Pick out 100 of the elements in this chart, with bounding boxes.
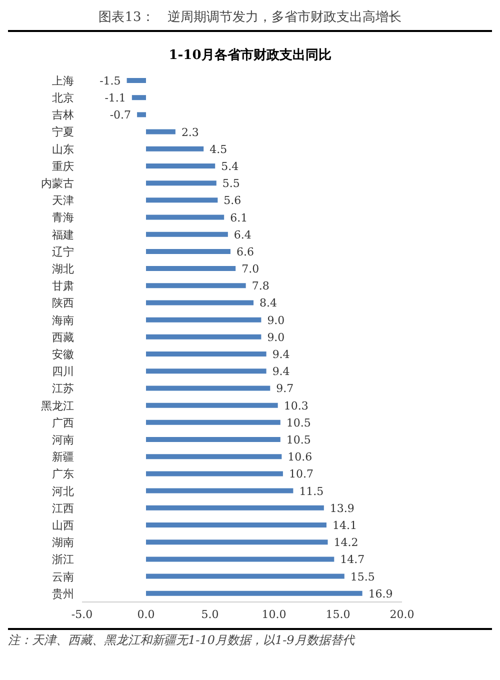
data-label: 5.6 xyxy=(224,194,242,208)
data-label: 5.5 xyxy=(222,177,240,190)
data-label: 9.7 xyxy=(276,382,294,396)
data-label: 4.5 xyxy=(210,142,228,156)
y-tick-label: 安徽 xyxy=(52,348,74,361)
bar xyxy=(146,556,334,562)
y-tick-label: 新疆 xyxy=(52,450,74,464)
data-label: 6.6 xyxy=(236,245,254,258)
data-label: 5.4 xyxy=(221,160,239,173)
data-label: 9.0 xyxy=(267,314,285,327)
y-tick-label: 山西 xyxy=(52,518,74,532)
y-tick-label: 吉林 xyxy=(52,108,74,122)
y-tick-label: 重庆 xyxy=(52,160,74,173)
x-tick-label: 10.0 xyxy=(262,608,286,621)
y-tick-label: 西藏 xyxy=(52,330,74,344)
data-label: 13.9 xyxy=(330,502,354,515)
data-label: 7.0 xyxy=(242,262,260,276)
bar xyxy=(146,248,230,254)
bar xyxy=(146,317,262,322)
text: 注：天津、西藏、黑龙江和新疆无1-10月数据，以1-9月数据替代 xyxy=(8,632,356,649)
y-tick-label: 四川 xyxy=(52,365,74,378)
y-tick-label: 天津 xyxy=(52,194,74,208)
y-tick-label: 陕西 xyxy=(52,296,74,310)
data-label: 10.5 xyxy=(286,416,311,430)
x-tick-label: 0.0 xyxy=(137,608,155,621)
y-tick-label: 湖南 xyxy=(52,536,74,550)
data-label: 2.3 xyxy=(181,126,199,139)
y-tick-label: 河南 xyxy=(52,433,74,446)
data-label: 10.7 xyxy=(288,468,314,481)
x-tick-label: 20.0 xyxy=(390,608,414,621)
bar xyxy=(146,368,266,374)
y-tick-label: 北京 xyxy=(52,92,74,105)
data-label: 6.4 xyxy=(234,228,252,242)
data-label: 10.6 xyxy=(288,450,312,464)
bar xyxy=(146,488,294,494)
bar xyxy=(146,540,328,545)
y-tick-label: 云南 xyxy=(52,570,74,584)
y-tick-label: 山东 xyxy=(52,142,74,156)
data-label: -0.7 xyxy=(110,108,132,122)
data-label: 15.5 xyxy=(350,570,375,584)
y-tick-label: 江西 xyxy=(52,502,74,515)
y-tick-label: 青海 xyxy=(52,211,74,224)
y-tick-label: 河北 xyxy=(52,484,74,498)
bar xyxy=(146,574,344,579)
bar xyxy=(132,95,146,100)
bar xyxy=(146,505,324,510)
y-tick-label: 内蒙古 xyxy=(41,177,74,190)
bar xyxy=(146,437,280,442)
bar xyxy=(146,266,236,272)
data-label: 8.4 xyxy=(260,296,278,310)
y-tick-label: 甘肃 xyxy=(52,280,74,293)
y-tick-label: 福建 xyxy=(52,228,74,242)
data-label: 9.4 xyxy=(272,365,290,378)
bar xyxy=(146,352,266,357)
data-label: 10.3 xyxy=(284,399,308,412)
chart-title: 图表13： 逆周期调节发力，多省市财政支出高增长 xyxy=(8,8,492,32)
bar xyxy=(146,214,224,220)
y-tick-label: 辽宁 xyxy=(52,245,74,258)
y-tick-label: 上海 xyxy=(52,74,74,88)
bar xyxy=(146,198,218,203)
y-tick-label: 黑龙江 xyxy=(41,399,74,412)
bar xyxy=(146,471,283,476)
bar xyxy=(146,300,254,306)
y-tick-label: 湖北 xyxy=(52,262,74,276)
y-tick-label: 海南 xyxy=(52,314,74,327)
data-label: 14.2 xyxy=(334,536,358,550)
data-label: 9.0 xyxy=(267,330,285,344)
data-label: 16.9 xyxy=(368,587,393,600)
y-tick-label: 宁夏 xyxy=(52,126,74,139)
x-tick-label: -5.0 xyxy=(71,608,93,621)
bar xyxy=(146,180,216,186)
bar xyxy=(146,283,246,288)
x-tick-label: 15.0 xyxy=(326,608,350,621)
data-label: -1.5 xyxy=(100,74,121,88)
data-label: 10.5 xyxy=(286,434,311,447)
y-tick-label: 广东 xyxy=(52,468,74,481)
y-tick-label: 贵州 xyxy=(52,587,74,600)
y-tick-label: 广西 xyxy=(52,416,74,430)
data-label: 9.4 xyxy=(272,348,290,362)
bar xyxy=(146,402,278,408)
bar xyxy=(146,163,216,168)
y-tick-label: 江苏 xyxy=(52,382,74,396)
data-label: 6.1 xyxy=(230,211,248,224)
bar xyxy=(126,78,146,83)
data-label: 7.8 xyxy=(252,280,270,293)
bar xyxy=(146,454,282,460)
bar xyxy=(146,232,228,237)
bar xyxy=(146,334,262,340)
bar xyxy=(146,146,204,152)
data-label: -1.1 xyxy=(104,92,126,105)
chart-subtitle: 1-10月各省市财政支出同比 xyxy=(168,46,332,64)
bar xyxy=(146,522,326,528)
y-tick-label: 浙江 xyxy=(52,553,74,566)
data-label: 11.5 xyxy=(299,484,324,498)
x-tick-label: 5.0 xyxy=(201,608,219,621)
bar xyxy=(146,590,362,596)
data-label: 14.1 xyxy=(332,519,357,532)
data-label: 14.7 xyxy=(340,553,365,566)
bar xyxy=(146,420,280,425)
bar xyxy=(146,386,270,391)
